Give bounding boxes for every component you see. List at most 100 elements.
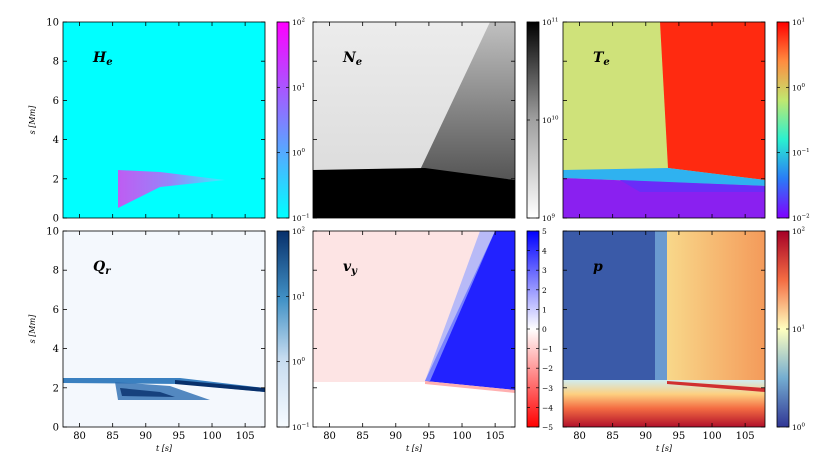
x-axis-label: t [s] — [406, 444, 423, 453]
y-axis-label: s [Mm] — [28, 314, 37, 344]
axes-frame-He — [62, 21, 266, 219]
colorbar-tick-label: 10−1 — [792, 148, 810, 158]
y-tick-label: 0 — [53, 423, 59, 434]
colorbar-tick-label: 109 — [542, 214, 556, 224]
colorbar-tick-label: 100 — [792, 423, 806, 433]
panel-label-subscript: e — [603, 57, 609, 68]
colorbar-tick-exponent: 10 — [552, 116, 559, 122]
colorbar-He — [276, 21, 290, 219]
x-tick-label: 105 — [236, 431, 255, 442]
x-tick-label: 80 — [73, 431, 86, 442]
x-tick-label: 85 — [606, 431, 619, 442]
colorbar-tick-label: −2 — [542, 364, 553, 373]
axes-frame-vy — [312, 230, 516, 428]
colorbar-tick-exponent: 1 — [302, 83, 306, 89]
colorbar-tick-label: 4 — [542, 247, 547, 256]
x-tick-label: 85 — [356, 431, 369, 442]
panel-vy — [313, 231, 515, 427]
x-tick-label: 100 — [452, 431, 471, 442]
axes-frame-p — [562, 230, 766, 428]
y-tick-label: 4 — [53, 344, 59, 355]
x-tick-label: 95 — [173, 431, 186, 442]
colorbar-tick-label: −5 — [542, 423, 553, 432]
x-tick-label: 90 — [139, 431, 152, 442]
y-axis-label: s [Mm] — [28, 105, 37, 135]
x-axis-label: t [s] — [656, 444, 673, 453]
colorbar-tick-exponent: 1 — [802, 325, 806, 331]
colorbar-tick-exponent: 0 — [802, 423, 806, 429]
panel-Ne — [313, 22, 515, 218]
colorbar-Qr — [276, 230, 290, 428]
colorbar-tick-exponent: −1 — [302, 423, 310, 429]
colorbar-tick-label: 102 — [792, 227, 805, 237]
colorbar-tick-label: 10−1 — [292, 423, 310, 433]
colorbar-tick-exponent: 2 — [802, 227, 806, 233]
colorbar-tick-label: 101 — [792, 325, 805, 335]
x-tick-label: 90 — [389, 431, 402, 442]
x-tick-label: 95 — [673, 431, 686, 442]
colorbar-tick-label: 10−2 — [792, 214, 810, 224]
x-tick-label: 100 — [702, 431, 721, 442]
y-tick-label: 6 — [53, 96, 59, 107]
colorbar-tick-label: −4 — [542, 403, 553, 412]
x-tick-label: 80 — [573, 431, 586, 442]
x-tick-label: 95 — [423, 431, 436, 442]
panel-p — [563, 231, 765, 427]
colorbar-tick-exponent: 11 — [552, 18, 559, 24]
y-tick-label: 2 — [53, 383, 59, 394]
colorbar-tick-label: 3 — [542, 266, 547, 275]
panel-He — [63, 22, 265, 218]
colorbar-tick-label: 101 — [792, 18, 805, 28]
y-tick-label: 10 — [46, 227, 59, 238]
panel-label-subscript: e — [106, 57, 112, 68]
colorbar-tick-exponent: 1 — [802, 18, 806, 24]
colorbar-tick-label: 100 — [792, 83, 806, 93]
y-tick-label: 2 — [53, 174, 59, 185]
colorbar-tick-exponent: −2 — [802, 214, 810, 220]
y-tick-label: 6 — [53, 305, 59, 316]
colorbar-tick-label: 1 — [542, 305, 547, 314]
x-axis-label: t [s] — [156, 444, 173, 453]
colorbar-tick-exponent: 0 — [302, 148, 306, 154]
y-tick-label: 10 — [46, 18, 59, 29]
colorbar-tick-label: −1 — [542, 345, 553, 354]
x-tick-label: 90 — [639, 431, 652, 442]
colorbar-tick-label: 100 — [292, 148, 306, 158]
He-blob — [118, 170, 225, 208]
colorbar-tick-label: 100 — [292, 357, 306, 367]
colorbar-tick-label: 2 — [542, 286, 547, 295]
colorbar-tick-exponent: 0 — [802, 83, 806, 89]
axes-frame-Te — [562, 21, 766, 219]
panel-Te — [563, 22, 765, 218]
x-tick-label: 85 — [106, 431, 119, 442]
colorbar-tick-exponent: −1 — [302, 214, 310, 220]
colorbar-tick-label: 1010 — [542, 116, 559, 126]
colorbar-tick-exponent: 2 — [302, 18, 306, 24]
y-tick-label: 4 — [53, 135, 59, 146]
colorbar-tick-label: −3 — [542, 384, 553, 393]
colorbar-tick-label: 101 — [292, 292, 305, 302]
colorbar-tick-label: 1011 — [542, 18, 559, 28]
y-tick-label: 8 — [53, 57, 59, 68]
colorbar-tick-label: 101 — [292, 83, 305, 93]
colorbar-tick-exponent: 0 — [302, 357, 306, 363]
x-tick-label: 100 — [202, 431, 221, 442]
y-tick-label: 8 — [53, 266, 59, 277]
y-tick-label: 0 — [53, 214, 59, 225]
panel-label-subscript: e — [356, 57, 362, 68]
colorbar-tick-exponent: −1 — [802, 148, 810, 154]
x-tick-label: 105 — [736, 431, 755, 442]
colorbar-tick-exponent: 1 — [302, 292, 306, 298]
colorbar-tick-exponent: 2 — [302, 227, 306, 233]
colorbar-tick-label: 5 — [542, 227, 547, 236]
colorbar-tick-label: 102 — [292, 18, 305, 28]
panel-label-subscript: r — [105, 266, 111, 277]
panel-label-p: p — [593, 259, 603, 275]
Ne-black-base — [313, 168, 515, 218]
colorbar-tick-exponent: 9 — [552, 214, 556, 220]
Ne-dark-wedge — [420, 22, 515, 180]
axes-frame-Ne — [312, 21, 516, 219]
colorbar-tick-label: 0 — [542, 325, 547, 334]
colorbar-tick-label: 102 — [292, 227, 305, 237]
